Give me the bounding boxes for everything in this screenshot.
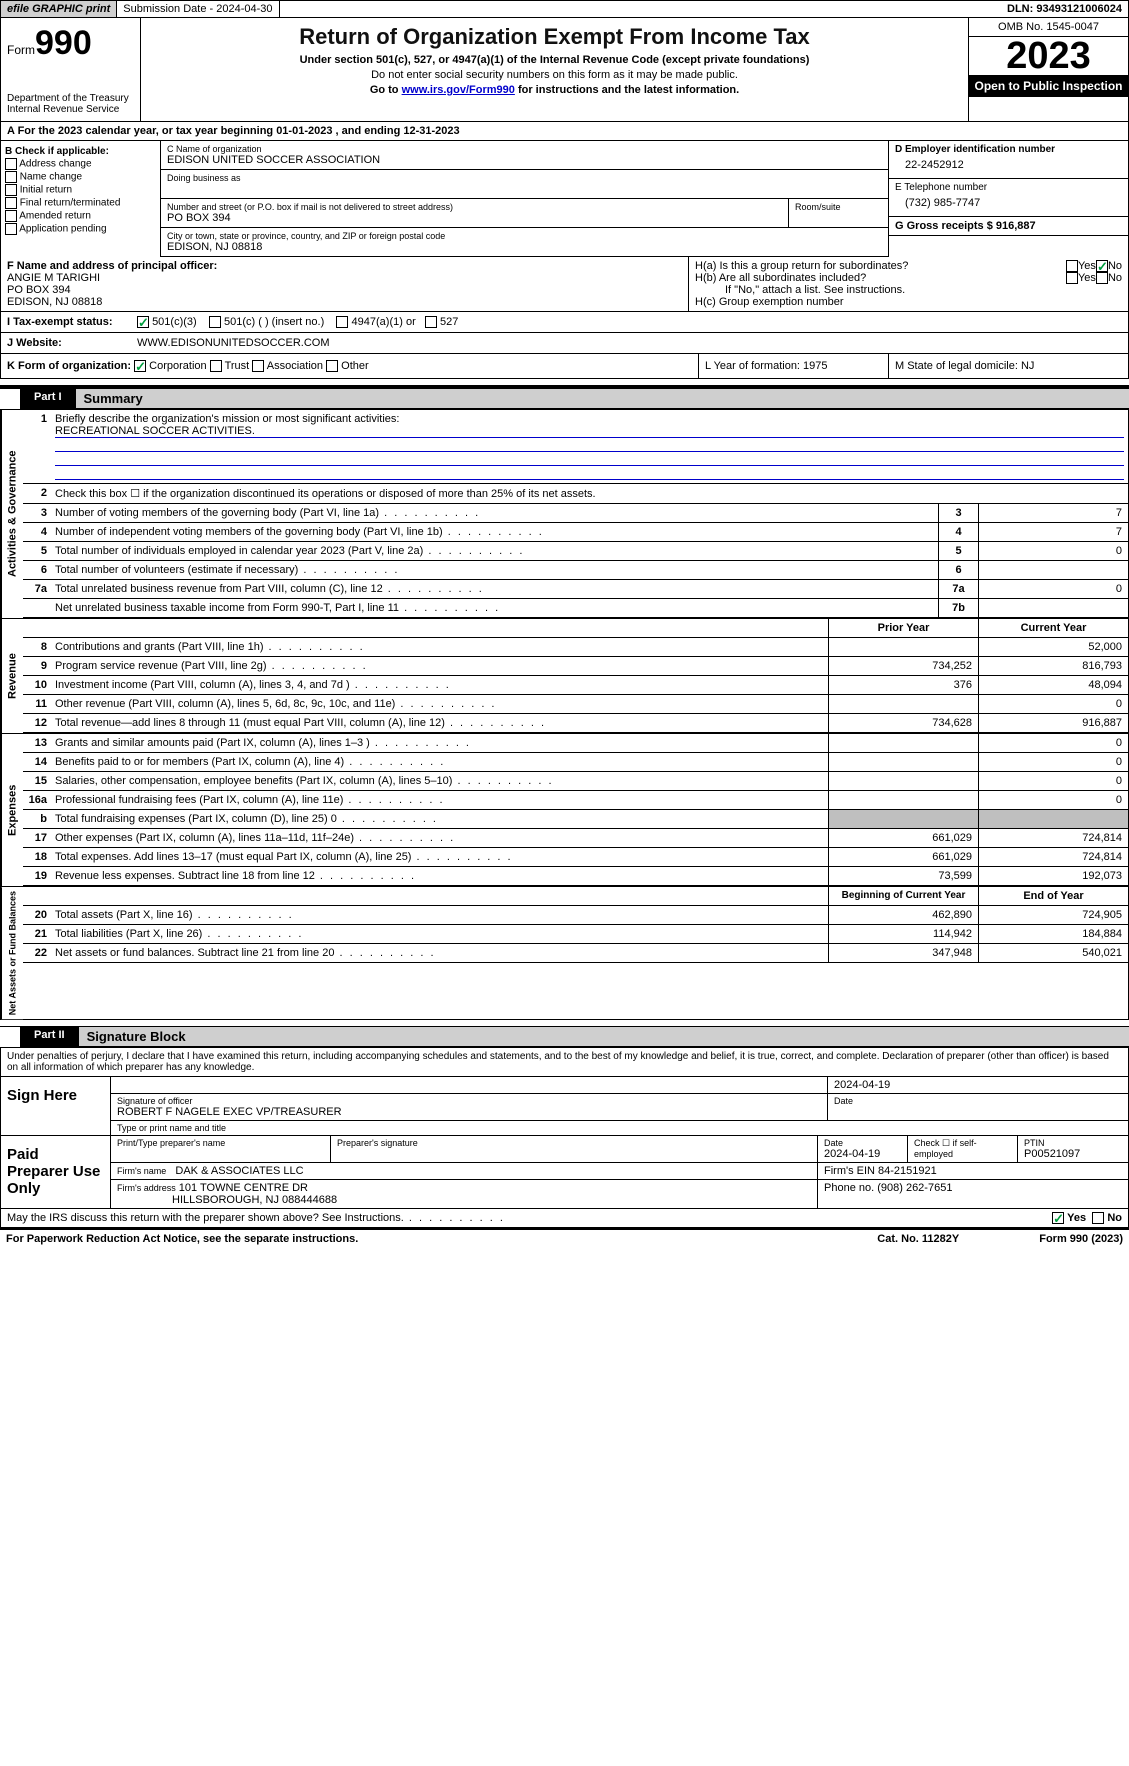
cb-527[interactable]	[425, 316, 437, 328]
form-subtitle: Under section 501(c), 527, or 4947(a)(1)…	[151, 54, 958, 66]
table-row: 4Number of independent voting members of…	[23, 523, 1128, 542]
dln: DLN: 93493121006024	[1001, 1, 1128, 17]
table-row: 9Program service revenue (Part VIII, lin…	[23, 657, 1128, 676]
table-row: 17Other expenses (Part IX, column (A), l…	[23, 829, 1128, 848]
footer: For Paperwork Reduction Act Notice, see …	[0, 1228, 1129, 1248]
dept: Department of the Treasury Internal Reve…	[7, 93, 134, 115]
table-row: 5Total number of individuals employed in…	[23, 542, 1128, 561]
part1-header: Part I	[20, 389, 76, 409]
open-inspection: Open to Public Inspection	[969, 75, 1128, 97]
line-i: I Tax-exempt status: 501(c)(3) 501(c) ( …	[0, 312, 1129, 333]
paid-preparer: Paid Preparer Use Only	[1, 1136, 111, 1208]
row-f: F Name and address of principal officer:…	[0, 257, 1129, 312]
cb-initial-return[interactable]	[5, 184, 17, 196]
part2-header: Part II	[20, 1027, 79, 1047]
table-row: 7aTotal unrelated business revenue from …	[23, 580, 1128, 599]
col-de: D Employer identification number22-24529…	[888, 141, 1128, 257]
officer-sig: ROBERT F NAGELE EXEC VP/TREASURER	[117, 1106, 821, 1118]
table-row: 21Total liabilities (Part X, line 26)114…	[23, 925, 1128, 944]
may-discuss: May the IRS discuss this return with the…	[0, 1209, 1129, 1228]
irs-link[interactable]: www.irs.gov/Form990	[402, 84, 515, 96]
ein: 22-2452912	[895, 155, 1122, 175]
cb-final-return[interactable]	[5, 197, 17, 209]
section-bcde: B Check if applicable: Address change Na…	[0, 141, 1129, 257]
cb-501c[interactable]	[209, 316, 221, 328]
table-row: 12Total revenue—add lines 8 through 11 (…	[23, 714, 1128, 733]
firm-ein: Firm's EIN 84-2151921	[818, 1163, 1128, 1179]
table-row: 22Net assets or fund balances. Subtract …	[23, 944, 1128, 963]
top-bar: efile GRAPHIC print Submission Date - 20…	[0, 0, 1129, 18]
part-1: Part I Summary Activities & Governance 1…	[0, 385, 1129, 1020]
city: EDISON, NJ 08818	[167, 241, 882, 253]
cb-name-change[interactable]	[5, 171, 17, 183]
tab-net-assets: Net Assets or Fund Balances	[1, 887, 23, 1019]
tab-governance: Activities & Governance	[1, 410, 23, 618]
cb-other[interactable]	[326, 360, 338, 372]
table-row: 3Number of voting members of the governi…	[23, 504, 1128, 523]
table-row: 13Grants and similar amounts paid (Part …	[23, 734, 1128, 753]
line-a: A For the 2023 calendar year, or tax yea…	[0, 122, 1129, 141]
table-row: 20Total assets (Part X, line 16)462,8907…	[23, 906, 1128, 925]
cb-amended[interactable]	[5, 210, 17, 222]
ssn-note: Do not enter social security numbers on …	[151, 69, 958, 81]
year-formation: L Year of formation: 1975	[698, 354, 888, 378]
state-domicile: M State of legal domicile: NJ	[888, 354, 1128, 378]
cb-discuss-yes[interactable]	[1052, 1212, 1064, 1224]
cb-501c3[interactable]	[137, 316, 149, 328]
submission-date: Submission Date - 2024-04-30	[117, 1, 279, 17]
cb-corp[interactable]	[134, 360, 146, 372]
tab-expenses: Expenses	[1, 734, 23, 886]
part-2: Part II Signature Block Under penalties …	[0, 1026, 1129, 1228]
col-c: C Name of organizationEDISON UNITED SOCC…	[161, 141, 888, 257]
col-b: B Check if applicable: Address change Na…	[1, 141, 161, 257]
cb-ha-yes[interactable]	[1066, 260, 1078, 272]
tax-year: 2023	[969, 37, 1128, 75]
form-header: Form990 Department of the Treasury Inter…	[0, 18, 1129, 122]
cb-4947[interactable]	[336, 316, 348, 328]
org-name: EDISON UNITED SOCCER ASSOCIATION	[167, 154, 882, 166]
cb-trust[interactable]	[210, 360, 222, 372]
efile-print-button[interactable]: efile GRAPHIC print	[1, 1, 117, 17]
website: WWW.EDISONUNITEDSOCCER.COM	[131, 333, 1128, 353]
table-row: 14Benefits paid to or for members (Part …	[23, 753, 1128, 772]
cb-hb-yes[interactable]	[1066, 272, 1078, 284]
table-row: 16aProfessional fundraising fees (Part I…	[23, 791, 1128, 810]
table-row: 19Revenue less expenses. Subtract line 1…	[23, 867, 1128, 886]
line-k: K Form of organization: Corporation Trus…	[0, 354, 1129, 379]
firm-phone: Phone no. (908) 262-7651	[818, 1180, 1128, 1208]
table-row: 11Other revenue (Part VIII, column (A), …	[23, 695, 1128, 714]
table-row: 8Contributions and grants (Part VIII, li…	[23, 638, 1128, 657]
phone: (732) 985-7747	[895, 193, 1122, 213]
table-row: 6Total number of volunteers (estimate if…	[23, 561, 1128, 580]
tab-revenue: Revenue	[1, 619, 23, 733]
form-label: Form	[7, 43, 35, 57]
cb-address-change[interactable]	[5, 158, 17, 170]
table-row: bTotal fundraising expenses (Part IX, co…	[23, 810, 1128, 829]
firm-name: DAK & ASSOCIATES LLC	[175, 1165, 303, 1177]
table-row: Net unrelated business taxable income fr…	[23, 599, 1128, 618]
sign-here: Sign Here	[1, 1077, 111, 1135]
cb-app-pending[interactable]	[5, 223, 17, 235]
cb-discuss-no[interactable]	[1092, 1212, 1104, 1224]
line-j: J Website: WWW.EDISONUNITEDSOCCER.COM	[0, 333, 1129, 354]
table-row: 15Salaries, other compensation, employee…	[23, 772, 1128, 791]
gross-receipts: G Gross receipts $ 916,887	[895, 220, 1122, 232]
table-row: 10Investment income (Part VIII, column (…	[23, 676, 1128, 695]
cb-assoc[interactable]	[252, 360, 264, 372]
cb-ha-no[interactable]	[1096, 260, 1108, 272]
form-title: Return of Organization Exempt From Incom…	[151, 24, 958, 50]
cb-hb-no[interactable]	[1096, 272, 1108, 284]
ptin: P00521097	[1024, 1148, 1122, 1160]
form-number: 990	[35, 24, 92, 62]
street: PO BOX 394	[167, 212, 782, 224]
declaration: Under penalties of perjury, I declare th…	[0, 1048, 1129, 1077]
table-row: 18Total expenses. Add lines 13–17 (must …	[23, 848, 1128, 867]
mission: RECREATIONAL SOCCER ACTIVITIES.	[55, 425, 1124, 438]
